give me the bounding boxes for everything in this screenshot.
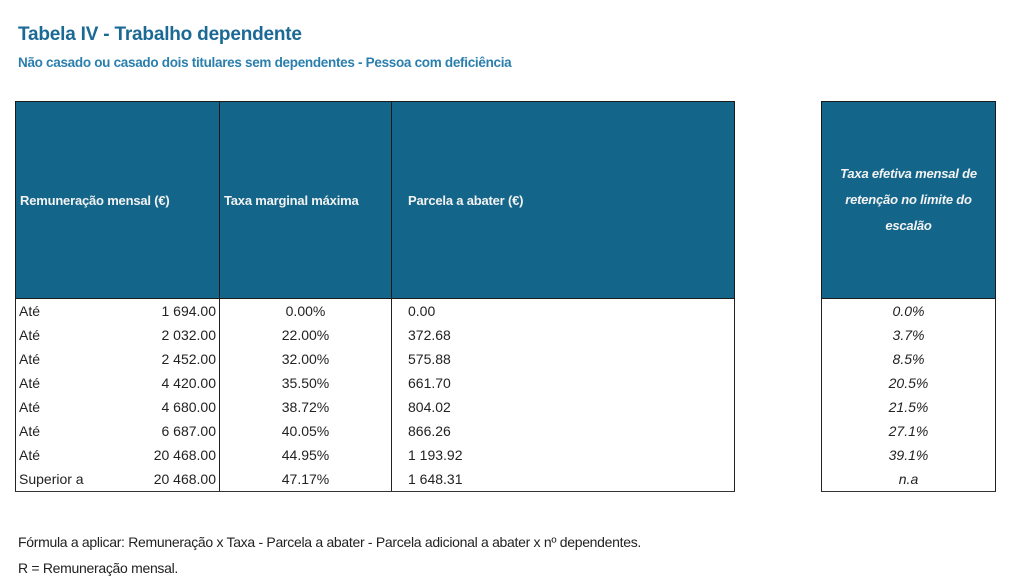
cell-parcela: 866.26 xyxy=(391,419,735,443)
row-label: Até xyxy=(19,423,41,439)
table-row: Superior a 20 468.00 47.17% 1 648.31 xyxy=(15,467,735,492)
cell-remuneracao: Até 6 687.00 xyxy=(15,419,220,443)
cell-taxa: 38.72% xyxy=(219,395,392,419)
table-row: 20.5% xyxy=(821,371,996,395)
row-remuneracao: 2 452.00 xyxy=(161,351,217,367)
table-row: 21.5% xyxy=(821,395,996,419)
cell-parcela: 372.68 xyxy=(391,323,735,347)
row-remuneracao: 1 694.00 xyxy=(161,303,217,319)
row-label: Até xyxy=(19,399,41,415)
row-remuneracao: 6 687.00 xyxy=(161,423,217,439)
table-row: Até 2 452.00 32.00% 575.88 xyxy=(15,347,735,371)
row-label: Até xyxy=(19,351,41,367)
table-row: Até 6 687.00 40.05% 866.26 xyxy=(15,419,735,443)
table-row: 8.5% xyxy=(821,347,996,371)
header-taxa: Taxa marginal máxima xyxy=(219,101,392,299)
cell-taxa: 44.95% xyxy=(219,443,392,467)
cell-parcela: 661.70 xyxy=(391,371,735,395)
row-label: Até xyxy=(19,303,41,319)
row-remuneracao: 4 680.00 xyxy=(161,399,217,415)
table-row: n.a xyxy=(821,467,996,492)
table-row: Até 4 420.00 35.50% 661.70 xyxy=(15,371,735,395)
table-row: 27.1% xyxy=(821,419,996,443)
row-label: Até xyxy=(19,447,41,463)
tax-table: Remuneração mensal (€) Taxa marginal máx… xyxy=(15,101,735,492)
row-remuneracao: 2 032.00 xyxy=(161,327,217,343)
cell-taxa: 0.00% xyxy=(219,298,392,323)
cell-taxa-efetiva: 3.7% xyxy=(821,323,996,347)
page-subtitle: Não casado ou casado dois titulares sem … xyxy=(18,55,512,70)
cell-remuneracao: Até 4 420.00 xyxy=(15,371,220,395)
row-label: Até xyxy=(19,375,41,391)
cell-taxa: 32.00% xyxy=(219,347,392,371)
row-remuneracao: 4 420.00 xyxy=(161,375,217,391)
header-parcela: Parcela a abater (€) xyxy=(391,101,735,299)
row-label: Superior a xyxy=(19,471,84,487)
effective-rate-table: Taxa efetiva mensal de retenção no limit… xyxy=(821,101,996,492)
table-row: Até 2 032.00 22.00% 372.68 xyxy=(15,323,735,347)
cell-parcela: 575.88 xyxy=(391,347,735,371)
row-label: Até xyxy=(19,327,41,343)
header-remuneracao: Remuneração mensal (€) xyxy=(15,101,220,299)
table-row: Até 4 680.00 38.72% 804.02 xyxy=(15,395,735,419)
cell-taxa-efetiva: 21.5% xyxy=(821,395,996,419)
row-remuneracao: 20 468.00 xyxy=(153,447,216,463)
cell-remuneracao: Até 2 032.00 xyxy=(15,323,220,347)
cell-taxa: 47.17% xyxy=(219,467,392,492)
cell-taxa-efetiva: n.a xyxy=(821,467,996,492)
cell-taxa-efetiva: 8.5% xyxy=(821,347,996,371)
table-row: 3.7% xyxy=(821,323,996,347)
cell-taxa: 35.50% xyxy=(219,371,392,395)
cell-remuneracao: Até 1 694.00 xyxy=(15,298,220,323)
cell-taxa-efetiva: 20.5% xyxy=(821,371,996,395)
table-row: 0.0% xyxy=(821,298,996,323)
cell-taxa-efetiva: 27.1% xyxy=(821,419,996,443)
page-title: Tabela IV - Trabalho dependente xyxy=(18,24,302,45)
cell-parcela: 0.00 xyxy=(391,298,735,323)
cell-taxa: 40.05% xyxy=(219,419,392,443)
cell-remuneracao: Superior a 20 468.00 xyxy=(15,467,220,492)
cell-taxa-efetiva: 0.0% xyxy=(821,298,996,323)
row-remuneracao: 20 468.00 xyxy=(153,471,216,487)
table-row: Até 1 694.00 0.00% 0.00 xyxy=(15,298,735,323)
cell-parcela: 804.02 xyxy=(391,395,735,419)
table-row: Até 20 468.00 44.95% 1 193.92 xyxy=(15,443,735,467)
cell-taxa-efetiva: 39.1% xyxy=(821,443,996,467)
legend-note: R = Remuneração mensal. xyxy=(18,560,179,576)
cell-remuneracao: Até 20 468.00 xyxy=(15,443,220,467)
cell-remuneracao: Até 2 452.00 xyxy=(15,347,220,371)
cell-parcela: 1 193.92 xyxy=(391,443,735,467)
table-row: 39.1% xyxy=(821,443,996,467)
cell-taxa: 22.00% xyxy=(219,323,392,347)
formula-note: Fórmula a aplicar: Remuneração x Taxa - … xyxy=(18,534,641,550)
header-taxa-efetiva: Taxa efetiva mensal de retenção no limit… xyxy=(821,101,996,299)
cell-remuneracao: Até 4 680.00 xyxy=(15,395,220,419)
cell-parcela: 1 648.31 xyxy=(391,467,735,492)
